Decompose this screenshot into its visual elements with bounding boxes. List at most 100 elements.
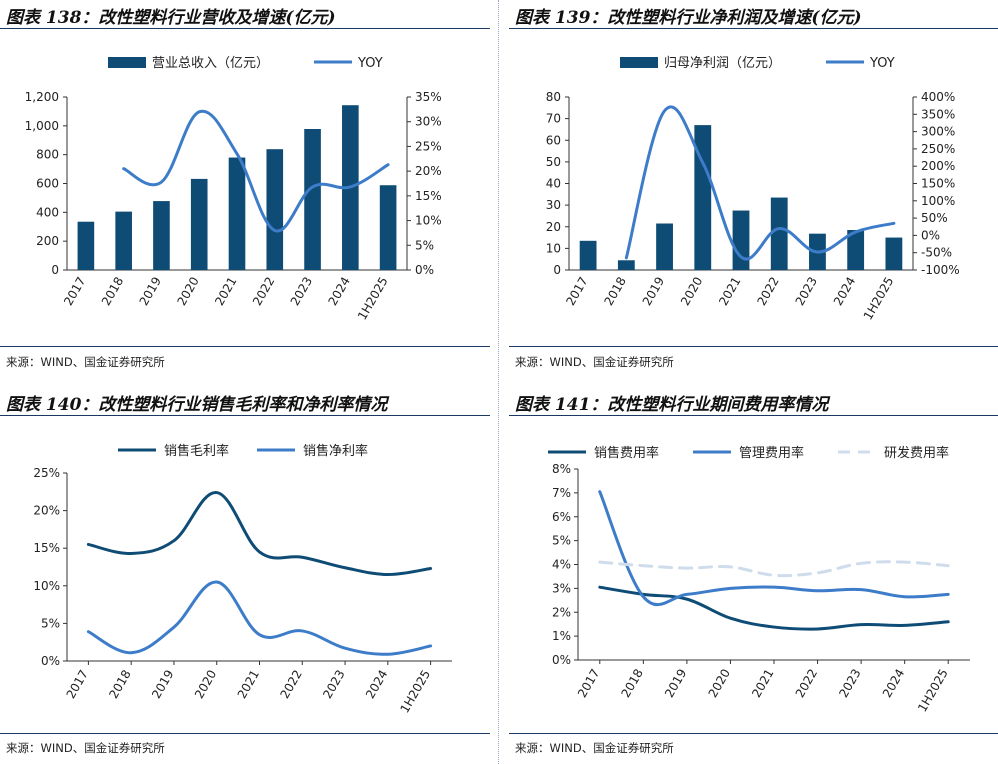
series-line [598,585,950,631]
y2-tick-label: 15% [415,189,442,203]
y-tick-label: 1% [552,629,571,643]
bar [153,201,170,270]
x-tick-label: 2021 [235,668,262,701]
bar [228,157,246,270]
x-tick-label: 1H2025 [861,275,897,323]
chart-panel-margins: 图表 140：改性塑料行业销售毛利率和净利率情况 0% 5% 10% 15% 20% 25… [0,382,498,764]
y-tick-label: 200 [36,234,59,248]
bar [579,240,597,270]
expense-ratio-chart: 0% 1% 2% 3% 4% 5% 6% 7% 8% 2017 2018 2019 2020 2021 20… [548,445,970,715]
x-tick-label: 2020 [174,275,201,308]
chart-panel-net-profit: 图表 139：改性塑料行业净利润及增速(亿元) 0 10 20 30 40 50 60 70 8… [509,0,998,382]
margins-chart: 0% 5% 10% 15% 20% 25% 2017 2018 2019 2020 2021 2022… [33,443,452,716]
y2-tick-label: -100% [921,263,960,277]
legend-label: 销售净利率 [303,443,368,459]
x-tick-label: 2022 [277,668,304,701]
y-tick-label: 5% [41,616,60,630]
legend-label: 营业总收入（亿元） [152,56,269,71]
x-tick-label: 2018 [106,668,133,701]
legend-label: YOY [357,56,383,71]
y-tick-label: 6% [552,510,571,524]
y-tick-label: 15% [33,541,60,555]
x-tick-label: 2020 [192,668,219,701]
x-tick-label: 2019 [662,667,689,700]
title-rule [0,28,490,29]
y-tick-label: 80 [546,90,561,104]
x-tick-label: 2019 [149,668,176,701]
y-tick-label: 800 [36,148,59,162]
y2-tick-label: -50% [921,246,952,260]
source-rule [0,346,490,347]
bar [77,221,95,270]
y-tick-label: 8% [552,462,571,476]
title-rule [509,28,998,29]
y-tick-label: 20% [33,504,60,518]
x-tick-label: 2019 [137,275,164,308]
y-tick-label: 0 [51,263,59,277]
series-line [86,580,433,656]
chart-panel-expense-ratios: 图表 141：改性塑料行业期间费用率情况 0% 1% 2% 3% 4% 5% 6% 7% 8% 2… [509,382,998,764]
y-tick-label: 1,000 [25,119,59,133]
y-tick-label: 5% [552,534,571,548]
x-tick-label: 2023 [793,275,820,308]
y-tick-label: 3% [552,581,571,595]
legend-label: 研发费用率 [884,445,949,461]
bar [379,185,397,270]
chart-source: 来源：WIND、国金证券研究所 [515,741,674,755]
y-tick-label: 0% [552,653,571,667]
legend-label: 销售费用率 [594,445,659,461]
chart-title: 图表 138：改性塑料行业营收及增速(亿元) [6,8,336,28]
bar [694,125,712,270]
bar [656,223,673,270]
series-line [598,560,950,578]
y-tick-label: 400 [36,205,59,219]
y2-tick-label: 10% [415,214,442,228]
legend-swatch-bar [108,57,146,68]
revenue-chart: 0 200 400 600 800 1,000 1,200 0% 5% 10% 15% 20% 25% 3… [25,56,442,322]
bar [266,149,284,270]
title-rule [509,415,998,416]
x-tick-label: 2020 [678,275,705,308]
x-tick-label: 2024 [831,275,858,308]
series-line-yoy [624,105,896,261]
bar [190,178,208,270]
source-rule [509,346,998,347]
y2-tick-label: 250% [921,142,955,156]
y2-tick-label: 0% [921,228,940,242]
x-tick-label: 2021 [749,667,776,700]
y-tick-label: 20 [546,220,561,234]
y2-tick-label: 400% [921,90,955,104]
y-tick-label: 70 [546,112,561,126]
y2-tick-label: 350% [921,107,955,121]
y-tick-label: 7% [552,486,571,500]
bar [885,237,903,270]
x-tick-label: 2023 [288,275,315,308]
legend-label: 归母净利润（亿元） [664,56,781,71]
bar [770,197,788,270]
chart-source: 来源：WIND、国金证券研究所 [515,355,674,369]
x-tick-label: 2024 [326,275,353,308]
x-tick-label: 2024 [363,668,390,701]
net-profit-chart: 0 10 20 30 40 50 60 70 80 -100% -50% 0% 50% 100% 150% 2… [546,56,960,323]
bar [304,129,321,270]
x-tick-label: 2017 [64,668,91,701]
chart-source: 来源：WIND、国金证券研究所 [6,355,165,369]
source-rule [509,733,998,734]
y-tick-label: 600 [36,177,59,191]
y-tick-label: 1,200 [25,90,59,104]
y-tick-label: 0% [41,654,60,668]
legend-swatch-bar [620,57,658,68]
title-rule [0,415,490,416]
y2-tick-label: 300% [921,125,955,139]
chart-title: 图表 139：改性塑料行业净利润及增速(亿元) [515,8,862,28]
x-tick-label: 1H2025 [397,668,433,716]
y2-tick-label: 25% [415,139,442,153]
chart-source: 来源：WIND、国金证券研究所 [6,741,165,755]
bar [847,229,865,270]
x-tick-label: 2022 [793,667,820,700]
x-tick-label: 1H2025 [915,667,951,715]
y2-tick-label: 200% [921,159,955,173]
y-tick-label: 10 [546,241,561,255]
y-tick-label: 30 [546,198,561,212]
y2-tick-label: 5% [415,238,434,252]
